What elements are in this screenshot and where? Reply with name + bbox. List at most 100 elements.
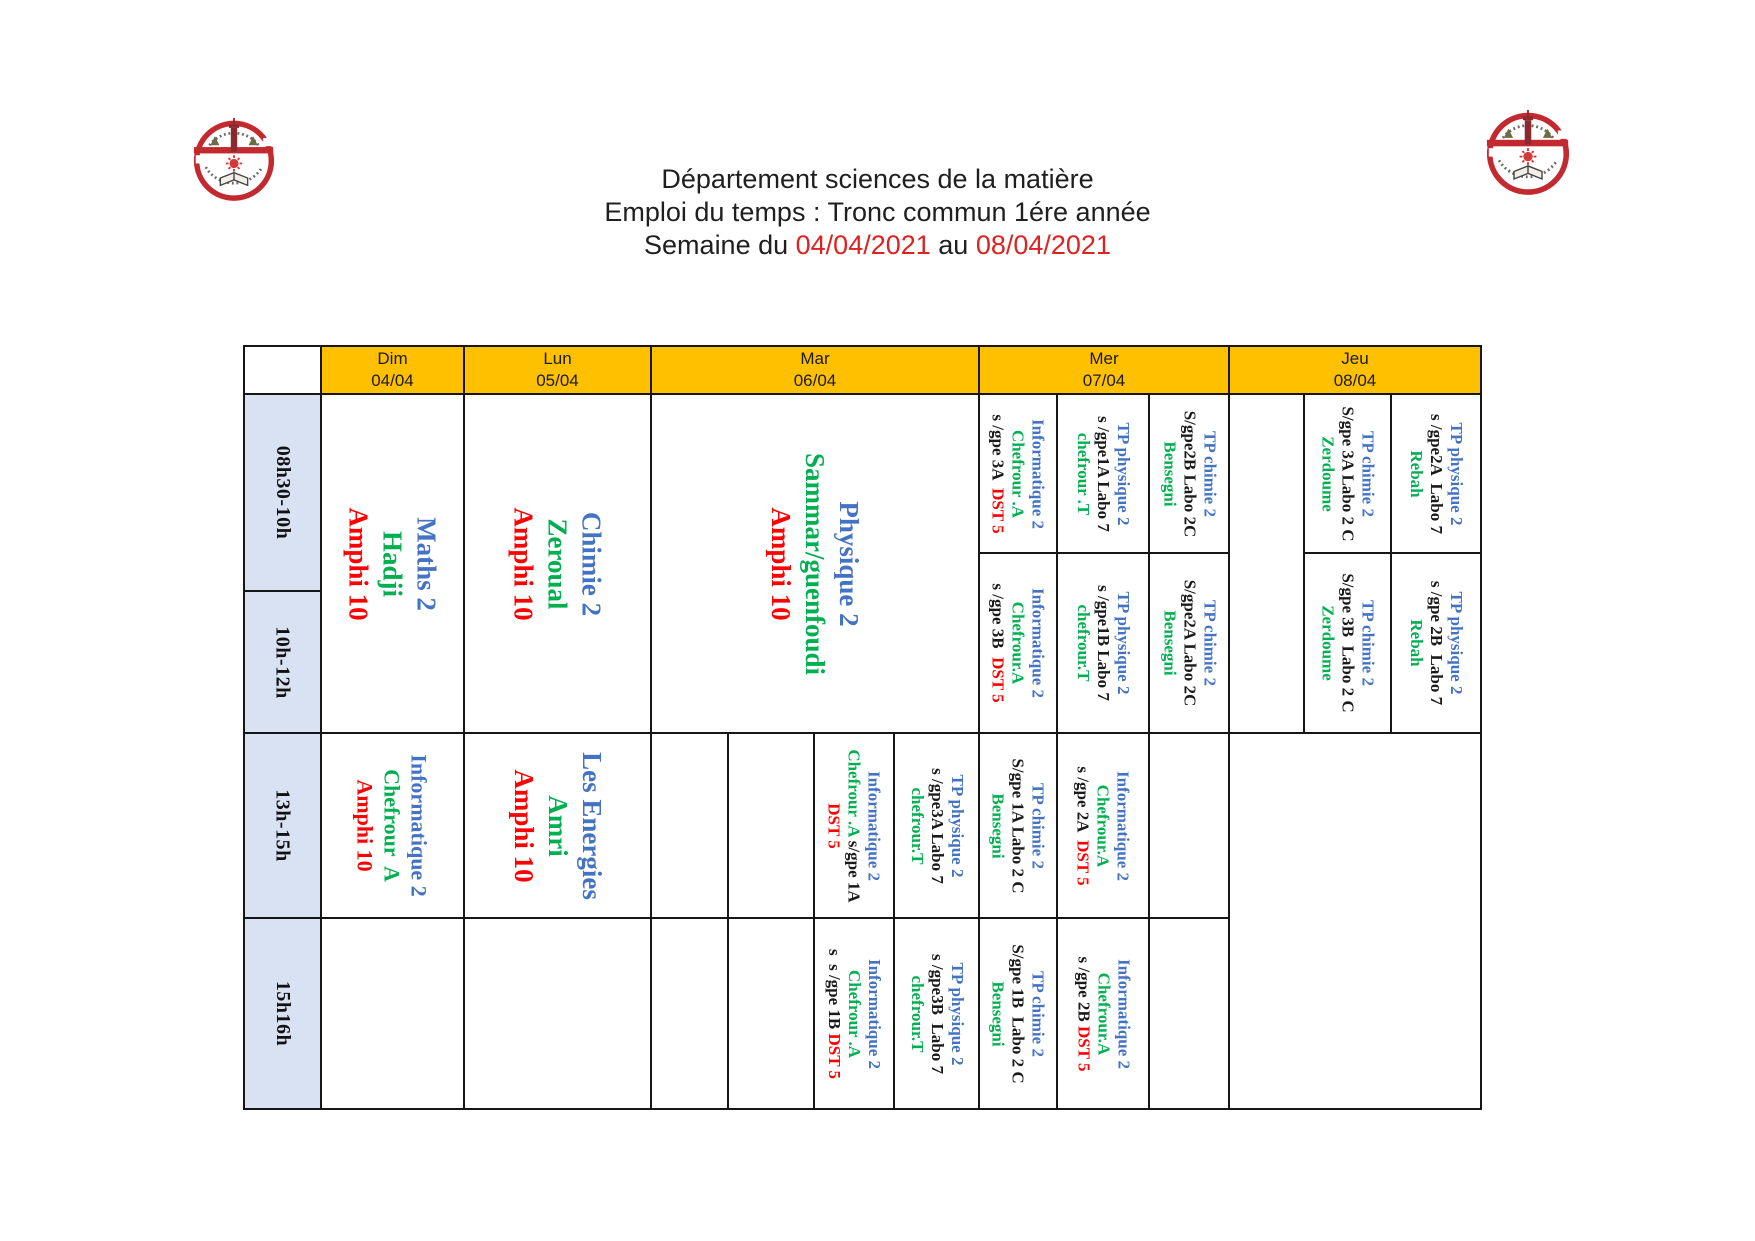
course-line: TP physique 2 — [947, 768, 967, 884]
cell-dim-13h-informatique: Informatique 2 Chefrour A Amphi 10 — [320, 732, 465, 919]
course-text: Informatique 2 Chefrour.A s /gpe 2B DST 5 — [1073, 956, 1133, 1071]
text-segment: TP physique 2 — [947, 961, 967, 1065]
time-slot-13h-15h: 13h-15h — [243, 732, 322, 919]
cell-jeu-0830-tp-chimie: TP chimie 2 S/gpe 3A Labo 2 C Zerdoume — [1303, 393, 1392, 554]
text-segment: Informatique 2 — [1114, 958, 1134, 1069]
cell-jeu-afternoon-empty — [1228, 732, 1482, 1110]
text-segment: s /gpe 2A — [1074, 765, 1094, 840]
course-text: TP chimie 2 S/gpe 3A Labo 2 C Zerdoume — [1318, 406, 1378, 541]
text-segment: Bensegni — [989, 792, 1008, 859]
text-segment: Informatique 2 — [1114, 770, 1134, 881]
course-line: Amri — [541, 752, 575, 900]
course-text: Les Energies Amri Amphi 10 — [507, 752, 609, 900]
cell-mar-13h-informatique: Informatique 2 Chefrour .A s/gpe 1A DST 5 — [813, 732, 895, 919]
course-line: chefrour.T — [907, 954, 927, 1074]
cell-mer-10h-informatique: Informatique 2 Chefrour.A s /gpe 3B DST 5 — [978, 552, 1058, 734]
text-segment: s /gpe3B Labo 7 — [927, 953, 947, 1074]
day-label: Mar — [800, 349, 830, 368]
cell-mer-15h-informatique: Informatique 2 Chefrour.A s /gpe 2B DST 5 — [1056, 917, 1150, 1110]
text-segment: TP chimie 2 — [1200, 600, 1219, 686]
text-segment: DST 5 — [989, 657, 1009, 703]
course-line: Rebah — [1406, 581, 1426, 705]
title-block: Département sciences de la matière Emplo… — [0, 163, 1755, 262]
text-segment: S/gpe2A Labo 2C — [1180, 579, 1199, 707]
text-segment: TP chimie 2 — [1358, 600, 1378, 686]
text-segment: Amri — [542, 794, 573, 857]
course-text: TP chimie 2 S/gpe 1B Labo 2 C Bensegni — [988, 944, 1048, 1083]
time-slot-10h-12h: 10h-12h — [243, 590, 322, 734]
cell-mer-15h-empty — [1148, 917, 1230, 1110]
course-line: s /gpe 2B Labo 7 — [1426, 581, 1446, 705]
text-segment: TP physique 2 — [1447, 421, 1467, 525]
course-text: Chimie 2 Zeroual Amphi 10 — [507, 507, 609, 620]
course-line: TP physique 2 — [1446, 581, 1466, 705]
course-line: s /gpe3A Labo 7 — [927, 768, 947, 884]
course-line: S/gpe 1A Labo 2 C — [1008, 758, 1028, 893]
text-segment: Physique 2 — [834, 500, 864, 627]
course-line: S/gpe2A Labo 2C — [1179, 580, 1199, 707]
cell-mer-15h-tp-chimie: TP chimie 2 S/gpe 1B Labo 2 C Bensegni — [978, 917, 1058, 1110]
course-line: DST 5 — [824, 749, 844, 902]
course-line: Chefrour .A s/gpe 1A — [844, 749, 864, 902]
course-line: Amphi 10 — [764, 452, 798, 674]
course-line: Bensegni — [1159, 580, 1179, 707]
university-logo-right — [1486, 109, 1570, 195]
course-text: Informatique 2 Chefrour .A s s /gpe 1B DST… — [824, 948, 884, 1078]
time-slot-15h16h: 15h16h — [243, 917, 322, 1110]
text-segment: S/gpe 1B Labo 2 C — [1009, 943, 1028, 1084]
text-segment: Informatique 2 — [865, 958, 884, 1069]
day-label: Dim — [377, 349, 408, 368]
text-segment: TP chimie 2 — [1029, 970, 1048, 1057]
course-text: Physique 2 Sammar/guenfoudi Amphi 10 — [764, 452, 866, 674]
course-line: Informatique 2 — [864, 749, 884, 902]
text-segment: DST 5 — [1074, 839, 1094, 886]
course-line: Amphi 10 — [352, 754, 379, 896]
course-line: Zerdoume — [1318, 406, 1338, 541]
course-line: s s /gpe 1B DST 5 — [824, 948, 844, 1078]
course-line: S/gpe2B Labo 2C — [1179, 410, 1199, 537]
course-line: Informatique 2 — [864, 948, 884, 1078]
text-segment: TP physique 2 — [1447, 591, 1467, 695]
cell-mar-15h-informatique: Informatique 2 Chefrour .A s s /gpe 1B DST… — [813, 917, 895, 1110]
course-text: TP chimie 2 S/gpe2B Labo 2C Bensegni — [1159, 410, 1219, 537]
course-line: TP physique 2 — [947, 954, 967, 1074]
cell-jeu-10h-tp-chimie: TP chimie 2 S/gpe 3B Labo 2 C Zerdoume — [1303, 552, 1392, 734]
day-label: Mer — [1089, 349, 1119, 368]
text-segment: chefrour .T — [1074, 432, 1094, 515]
day-date: 04/04 — [371, 371, 414, 390]
course-line: TP chimie 2 — [1199, 410, 1219, 537]
course-line: S/gpe 3B Labo 2 C — [1338, 573, 1358, 712]
text-segment: Chefrour A — [380, 769, 406, 882]
course-line: s /gpe1A Labo 7 — [1093, 416, 1113, 532]
course-line: TP chimie 2 — [1028, 944, 1048, 1083]
course-line: Chefrour.A — [1008, 583, 1028, 702]
text-segment: s /gpe2A Labo 7 — [1427, 413, 1447, 534]
text-segment: Amphi 10 — [508, 506, 539, 621]
text-segment: Hadji — [377, 530, 408, 597]
text-segment: s /gpe 3A — [989, 413, 1009, 488]
text-segment: Amphi 10 — [766, 506, 796, 621]
text-segment: Amphi 10 — [343, 506, 374, 621]
course-line: s /gpe 2B DST 5 — [1073, 956, 1093, 1071]
text-segment: Informatique 2 — [407, 754, 433, 897]
day-header-mer: Mer 07/04 — [978, 345, 1230, 395]
text-segment: s/gpe 1A — [845, 836, 864, 903]
text-segment: Chefrour.A — [1094, 784, 1114, 867]
time-label: 13h-15h — [272, 789, 294, 862]
course-text: Maths 2 Hadji Amphi 10 — [342, 507, 444, 620]
cell-mar-15h-empty-2 — [727, 917, 815, 1110]
corner-cell — [243, 345, 322, 395]
cell-lun-13h-energies: Les Energies Amri Amphi 10 — [463, 732, 652, 919]
text-segment: Maths 2 — [411, 516, 442, 611]
course-line: chefrour .T — [1073, 416, 1093, 532]
cell-dim-morning-maths: Maths 2 Hadji Amphi 10 — [320, 393, 465, 734]
course-line: TP chimie 2 — [1199, 580, 1219, 707]
course-text: Informatique 2 Chefrour A Amphi 10 — [352, 754, 433, 896]
course-line: TP chimie 2 — [1358, 573, 1378, 712]
day-header-mar: Mar 06/04 — [650, 345, 980, 395]
